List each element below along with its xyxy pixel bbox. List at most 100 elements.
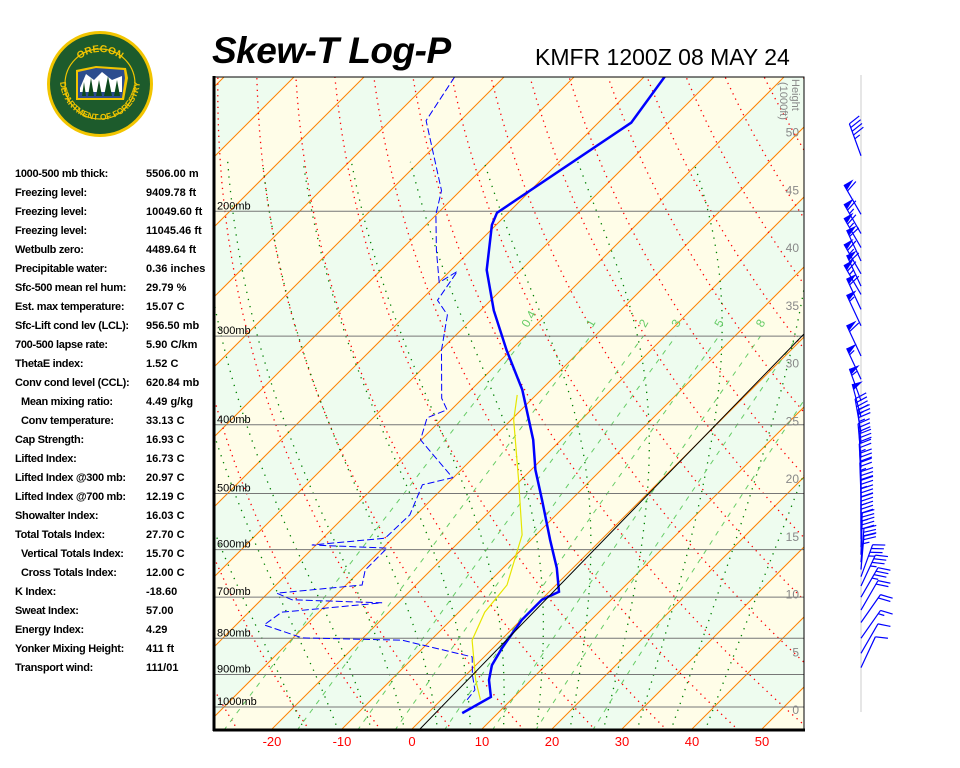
height-tick-label: 10 (786, 588, 800, 602)
isotherm-line (691, 616, 804, 729)
wind-barb-half-feather (849, 222, 855, 229)
stat-row: Showalter Index: 16.03 C (15, 510, 215, 529)
stat-label: ThetaE index: (15, 358, 84, 370)
isotherm-line (214, 77, 225, 88)
pressure-label: 900mb (217, 664, 251, 676)
wind-barb (846, 250, 862, 287)
isotherm-line (214, 77, 435, 298)
stat-value: 15.70 C (146, 548, 185, 560)
stat-value: 5.90 C/km (146, 339, 198, 351)
wind-barb-feather (875, 636, 889, 639)
stat-label: 700-500 lapse rate: (15, 339, 108, 351)
stat-label: Conv cond level (CCL): (15, 377, 130, 389)
stat-row: Lifted Index @300 mb: 20.97 C (15, 472, 215, 491)
stat-row: Mean mixing ratio: 4.49 g/kg (15, 396, 215, 415)
wind-barb-feather (857, 418, 870, 425)
wind-barb-feather (878, 597, 891, 603)
stat-label: Lifted Index @700 mb: (15, 491, 126, 503)
stat-value: 4.29 (146, 624, 168, 636)
pressure-label: 300mb (217, 325, 251, 337)
stat-value: 12.00 C (146, 567, 185, 579)
stat-label: K Index: (15, 586, 56, 598)
parcel-reference-line (419, 333, 804, 729)
wind-barb-staff (843, 217, 862, 248)
wind-barb-feather (877, 567, 891, 571)
dry-adiabat-line (373, 77, 739, 729)
wind-barb (860, 532, 877, 570)
wind-barb (860, 580, 891, 611)
wind-barb-feather (858, 426, 871, 433)
stat-label: Cross Totals Index: (21, 567, 117, 579)
wind-barb (860, 544, 886, 577)
wind-barb-staff (860, 580, 879, 611)
height-tick-label: 5 (792, 645, 799, 659)
wind-barb-feather (863, 528, 877, 533)
height-tick-label: 45 (786, 183, 800, 197)
mixing-ratio-line (357, 335, 644, 729)
moist-adiabat-line (214, 299, 372, 729)
wind-barb-feather (861, 520, 875, 526)
wind-barb-half-feather (863, 541, 870, 545)
stat-label: Precipitable water: (15, 263, 108, 275)
stat-label: Sfc-500 mean rel hum: (15, 282, 127, 294)
stat-row: Total Totals Index: 27.70 C (15, 529, 215, 548)
wind-barb-staff (860, 623, 879, 654)
temperature-band (0, 67, 164, 731)
wind-barb-feather (863, 536, 877, 541)
wind-barb-feather (849, 252, 860, 263)
stat-value: 16.73 C (146, 453, 185, 465)
stat-value: 12.19 C (146, 491, 185, 503)
wind-barb-feather (859, 456, 873, 462)
wind-barb-feather (875, 570, 889, 575)
mixing-ratio-line (444, 335, 720, 729)
wind-barb-feather (863, 532, 877, 537)
wind-barb-staff (846, 255, 862, 287)
wind-barb-feather (880, 594, 893, 599)
wind-barb (846, 320, 862, 357)
stat-label: Freezing level: (15, 187, 87, 199)
wind-barb-feather (847, 261, 857, 272)
wind-barb-staff (860, 528, 865, 563)
wind-barb-feather (863, 524, 877, 529)
isotherm-line (214, 126, 804, 718)
wind-barb-staff (860, 544, 874, 577)
pressure-label: 800mb (217, 627, 251, 639)
wind-barb-feather (860, 504, 874, 510)
wind-barb-staff (846, 294, 862, 326)
isotherm-line (214, 77, 645, 508)
moist-adiabat-line (261, 161, 439, 729)
stat-label: Freezing level: (15, 225, 87, 237)
stat-row: Lifted Index: 16.73 C (15, 453, 215, 472)
wind-barb-staff (851, 383, 862, 418)
wind-barb-staff (843, 264, 862, 295)
stat-value: -18.60 (146, 586, 178, 598)
wind-barb-feather (859, 457, 872, 464)
stat-row: Yonker Mixing Height: 411 ft (15, 643, 215, 662)
stat-row: Precipitable water: 0.36 inches (15, 263, 215, 282)
stat-label: Vertical Totals Index: (21, 548, 124, 560)
isotherm-line (621, 546, 804, 729)
stat-value: 57.00 (146, 605, 174, 617)
dry-adiabat-line (685, 77, 804, 286)
wind-barb (860, 567, 891, 598)
pressure-label: 500mb (217, 483, 251, 495)
wind-barb-flag (844, 198, 854, 210)
temperature-band (214, 127, 804, 729)
height-tick-label: 35 (786, 299, 800, 313)
wind-barb-feather (847, 240, 857, 251)
wind-barb-feather (859, 428, 872, 435)
stat-value: 29.79 % (146, 282, 187, 294)
moist-adiabat-line (214, 431, 339, 729)
wind-barb-feather (875, 583, 889, 588)
wind-barb-feather (857, 404, 870, 411)
wind-barb-staff (860, 610, 881, 639)
dry-adiabat-line (529, 77, 804, 539)
wind-barb-feather (858, 422, 871, 429)
wind-barb-feather (859, 452, 873, 458)
wind-barb-feather (854, 392, 867, 400)
stat-value: 4.49 g/kg (146, 396, 194, 408)
dry-adiabat-line (256, 77, 524, 729)
stat-row: Freezing level: 11045.46 ft (15, 225, 215, 244)
wind-barb-half-feather (871, 577, 879, 580)
wind-barb-staff (860, 636, 876, 668)
